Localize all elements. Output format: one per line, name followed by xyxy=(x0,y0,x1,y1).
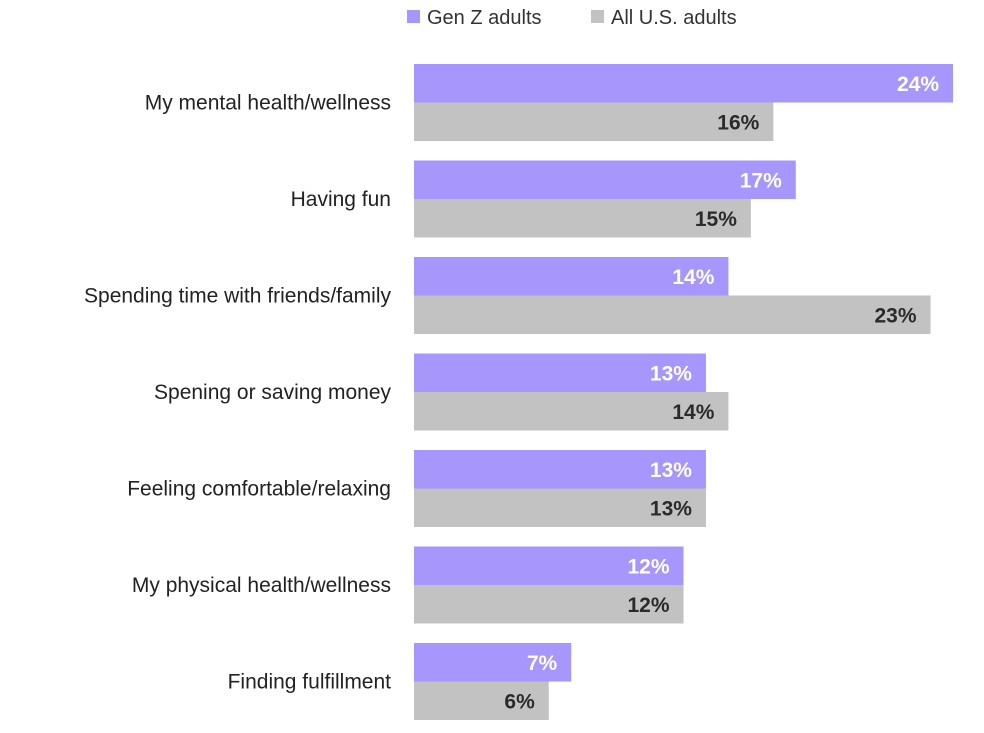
category-label-having-fun: Having fun xyxy=(291,188,391,211)
bar-gen-z-adults-feeling-comfortable-relaxing xyxy=(414,450,706,489)
value-label-all-u-s-adults-my-physical-health-wellness: 12% xyxy=(627,594,669,617)
value-label-gen-z-adults-having-fun: 17% xyxy=(740,169,782,192)
value-label-gen-z-adults-my-mental-health-wellness: 24% xyxy=(897,73,939,96)
bar-all-u-s-adults-spening-or-saving-money xyxy=(414,392,729,431)
value-label-all-u-s-adults-spending-time-with-friends-family: 23% xyxy=(875,304,917,327)
legend-label-gen-z-adults: Gen Z adults xyxy=(427,7,542,29)
bar-all-u-s-adults-my-physical-health-wellness xyxy=(414,585,684,624)
bar-all-u-s-adults-finding-fulfillment xyxy=(414,681,549,720)
value-label-all-u-s-adults-my-mental-health-wellness: 16% xyxy=(717,111,759,134)
bar-gen-z-adults-finding-fulfillment xyxy=(414,643,572,682)
category-label-spening-or-saving-money: Spening or saving money xyxy=(154,381,391,404)
value-label-gen-z-adults-my-physical-health-wellness: 12% xyxy=(627,555,669,578)
category-label-my-physical-health-wellness: My physical health/wellness xyxy=(132,574,391,597)
legend-label-all-u-s-adults: All U.S. adults xyxy=(611,7,737,29)
legend: Gen Z adults All U.S. adults xyxy=(407,7,737,29)
bar-gen-z-adults-my-physical-health-wellness xyxy=(414,546,684,585)
bar-all-u-s-adults-having-fun xyxy=(414,199,751,238)
value-label-gen-z-adults-spening-or-saving-money: 13% xyxy=(650,362,692,385)
bar-all-u-s-adults-my-mental-health-wellness xyxy=(414,102,774,141)
legend-swatch-all-u-s-adults xyxy=(591,10,604,23)
value-label-all-u-s-adults-having-fun: 15% xyxy=(695,208,737,231)
value-label-gen-z-adults-feeling-comfortable-relaxing: 13% xyxy=(650,459,692,482)
value-label-all-u-s-adults-feeling-comfortable-relaxing: 13% xyxy=(650,497,692,520)
bar-gen-z-adults-spening-or-saving-money xyxy=(414,353,706,392)
bar-all-u-s-adults-feeling-comfortable-relaxing xyxy=(414,488,706,527)
category-label-finding-fulfillment: Finding fulfillment xyxy=(228,671,392,694)
category-labels: My mental health/wellness Having fun Spend… xyxy=(84,92,391,694)
bar-gen-z-adults-spending-time-with-friends-family xyxy=(414,257,729,296)
value-label-all-u-s-adults-spening-or-saving-money: 14% xyxy=(672,401,714,424)
value-label-all-u-s-adults-finding-fulfillment: 6% xyxy=(504,690,535,713)
bar-gen-z-adults-having-fun xyxy=(414,160,796,199)
value-label-gen-z-adults-spending-time-with-friends-family: 14% xyxy=(672,266,714,289)
bars xyxy=(414,64,953,720)
bar-gen-z-adults-my-mental-health-wellness xyxy=(414,64,953,103)
category-label-spending-time-with-friends-family: Spending time with friends/family xyxy=(84,285,391,308)
category-label-my-mental-health-wellness: My mental health/wellness xyxy=(145,92,391,115)
legend-swatch-gen-z-adults xyxy=(407,10,420,23)
value-labels: 24% 16% 17%15% 14% 23% 13% 14% 13% 13% 12% 12% 7% 6% xyxy=(504,73,939,714)
category-label-feeling-comfortable-relaxing: Feeling comfortable/relaxing xyxy=(127,478,391,501)
value-label-gen-z-adults-finding-fulfillment: 7% xyxy=(527,652,558,675)
bar-all-u-s-adults-spending-time-with-friends-family xyxy=(414,295,931,334)
